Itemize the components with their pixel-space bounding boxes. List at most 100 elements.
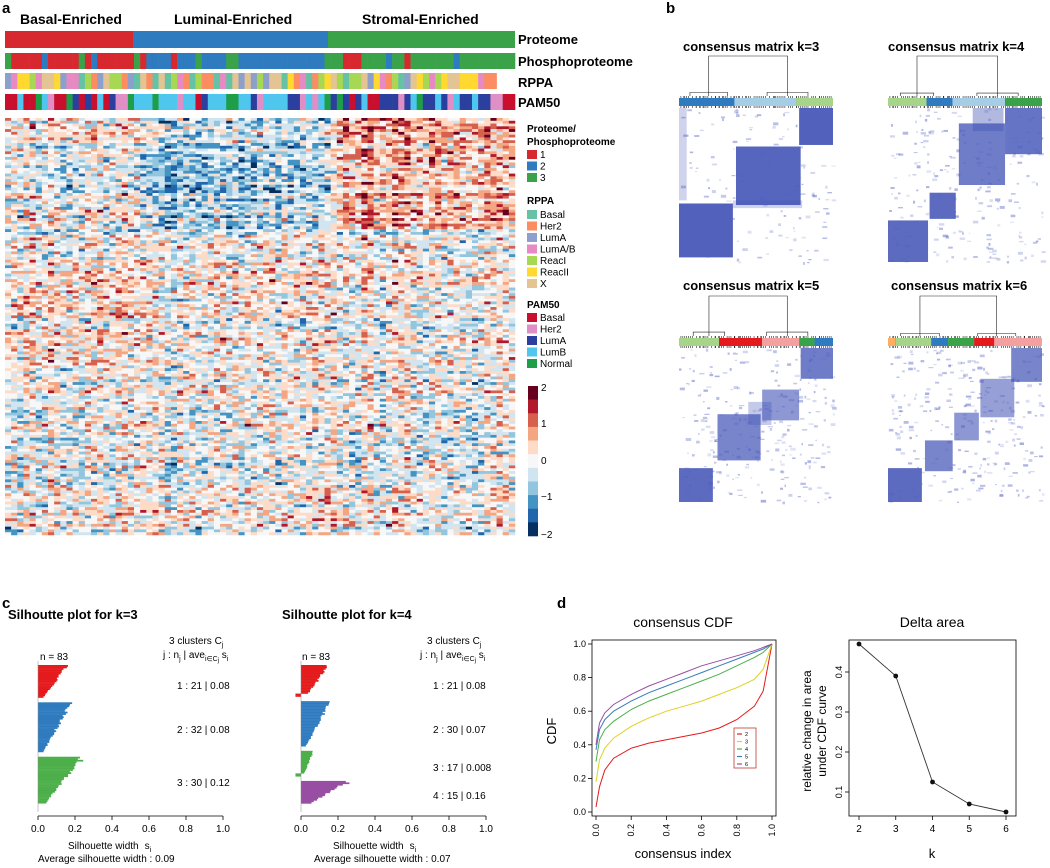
heatmap-cell bbox=[471, 118, 479, 122]
heatmap-cell bbox=[48, 195, 55, 199]
heatmap-cell bbox=[152, 251, 159, 255]
heatmap-cell bbox=[54, 270, 61, 274]
pam50-cell bbox=[183, 94, 190, 110]
heatmap-cell bbox=[478, 234, 485, 238]
heatmap-cell bbox=[164, 231, 172, 236]
heatmap-cell bbox=[158, 270, 166, 274]
heatmap-cell bbox=[115, 165, 122, 169]
heatmap-cell bbox=[312, 184, 319, 188]
heatmap-cell bbox=[41, 257, 49, 261]
heatmap-cell bbox=[410, 273, 417, 277]
heatmap-cell bbox=[453, 234, 460, 238]
pam50-cell bbox=[392, 94, 399, 110]
heatmap-cell bbox=[207, 198, 215, 202]
heatmap-cell bbox=[330, 240, 338, 244]
heatmap-cell bbox=[177, 154, 184, 158]
heatmap-cell bbox=[78, 187, 86, 191]
heatmap-cell bbox=[336, 231, 344, 236]
heatmap-cell bbox=[109, 181, 116, 185]
heatmap-cell bbox=[269, 159, 276, 163]
heatmap-cell bbox=[502, 248, 510, 252]
heatmap-cell bbox=[416, 243, 424, 247]
heatmap-cell bbox=[54, 129, 61, 133]
heatmap-cell bbox=[404, 262, 411, 266]
heatmap-cell bbox=[502, 237, 510, 241]
heatmap-cell bbox=[281, 220, 288, 224]
heatmap-cell bbox=[398, 184, 405, 188]
heatmap-cell bbox=[349, 270, 356, 274]
heatmap-cell bbox=[17, 273, 24, 277]
heatmap-cell bbox=[269, 176, 276, 180]
heatmap-cell bbox=[213, 212, 221, 216]
heatmap-cell bbox=[146, 159, 153, 163]
heatmap-cell bbox=[373, 120, 381, 124]
heatmap-cell bbox=[72, 123, 79, 127]
heatmap-cell bbox=[121, 190, 129, 194]
heatmap-cell bbox=[232, 162, 239, 166]
heatmap-cell bbox=[361, 143, 368, 147]
heatmap-cell bbox=[226, 168, 233, 172]
heatmap-cell bbox=[78, 190, 86, 194]
rppa-cell bbox=[195, 73, 202, 89]
heatmap-cell bbox=[109, 162, 116, 166]
pam50-cell bbox=[115, 94, 123, 110]
heatmap-cell bbox=[465, 140, 473, 144]
heatmap-cell bbox=[502, 234, 510, 238]
heatmap-cell bbox=[54, 179, 61, 183]
heatmap-cell bbox=[41, 204, 49, 208]
rppa-cell bbox=[269, 73, 276, 89]
heatmap-cell bbox=[336, 156, 344, 160]
heatmap-cell bbox=[23, 209, 30, 213]
heatmap-cell bbox=[134, 209, 141, 213]
heatmap-cell bbox=[226, 118, 233, 122]
heatmap-cell bbox=[158, 126, 166, 130]
heatmap-cell bbox=[201, 179, 209, 183]
heatmap-cell bbox=[263, 151, 270, 155]
heatmap-cell bbox=[35, 226, 43, 230]
heatmap-cell bbox=[263, 126, 270, 130]
heatmap-cell bbox=[447, 237, 454, 241]
heatmap-cell bbox=[121, 159, 129, 163]
heatmap-cell bbox=[330, 223, 338, 227]
heatmap-cell bbox=[220, 148, 227, 152]
heatmap-cell bbox=[220, 229, 227, 233]
heatmap-cell bbox=[226, 151, 233, 155]
heatmap-cell bbox=[349, 251, 356, 255]
heatmap-cell bbox=[109, 243, 116, 247]
heatmap-cell bbox=[435, 262, 442, 266]
heatmap-cell bbox=[484, 131, 491, 135]
heatmap-cell bbox=[54, 237, 61, 241]
heatmap-cell bbox=[60, 265, 67, 269]
heatmap-cell bbox=[226, 254, 233, 258]
heatmap-cell bbox=[121, 181, 129, 185]
heatmap-cell bbox=[66, 179, 73, 183]
heatmap-cell bbox=[410, 137, 417, 141]
heatmap-cell bbox=[146, 215, 153, 219]
heatmap-cell bbox=[11, 268, 18, 272]
heatmap-cell bbox=[183, 212, 190, 216]
heatmap-cell bbox=[140, 120, 147, 124]
heatmap-cell bbox=[484, 118, 491, 122]
heatmap-cell bbox=[189, 181, 196, 185]
heatmap-cell bbox=[134, 257, 141, 261]
heatmap-cell bbox=[330, 206, 338, 210]
heatmap-cell bbox=[66, 145, 73, 149]
heatmap-cell bbox=[256, 120, 264, 124]
heatmap-cell bbox=[140, 226, 147, 230]
heatmap-cell bbox=[484, 134, 491, 138]
heatmap-cell bbox=[78, 137, 86, 141]
heatmap-cell bbox=[109, 265, 116, 269]
heatmap-cell bbox=[508, 131, 516, 135]
heatmap-cell bbox=[263, 129, 270, 133]
heatmap-cell bbox=[29, 137, 36, 141]
heatmap-cell bbox=[164, 140, 172, 144]
heatmap-cell bbox=[91, 265, 98, 269]
heatmap-cell bbox=[324, 129, 331, 133]
heatmap-cell bbox=[508, 193, 516, 197]
heatmap-cell bbox=[256, 143, 264, 147]
heatmap-cell bbox=[256, 131, 264, 135]
heatmap-cell bbox=[435, 198, 442, 202]
heatmap-cell bbox=[226, 223, 233, 227]
heatmap-cell bbox=[11, 151, 18, 155]
